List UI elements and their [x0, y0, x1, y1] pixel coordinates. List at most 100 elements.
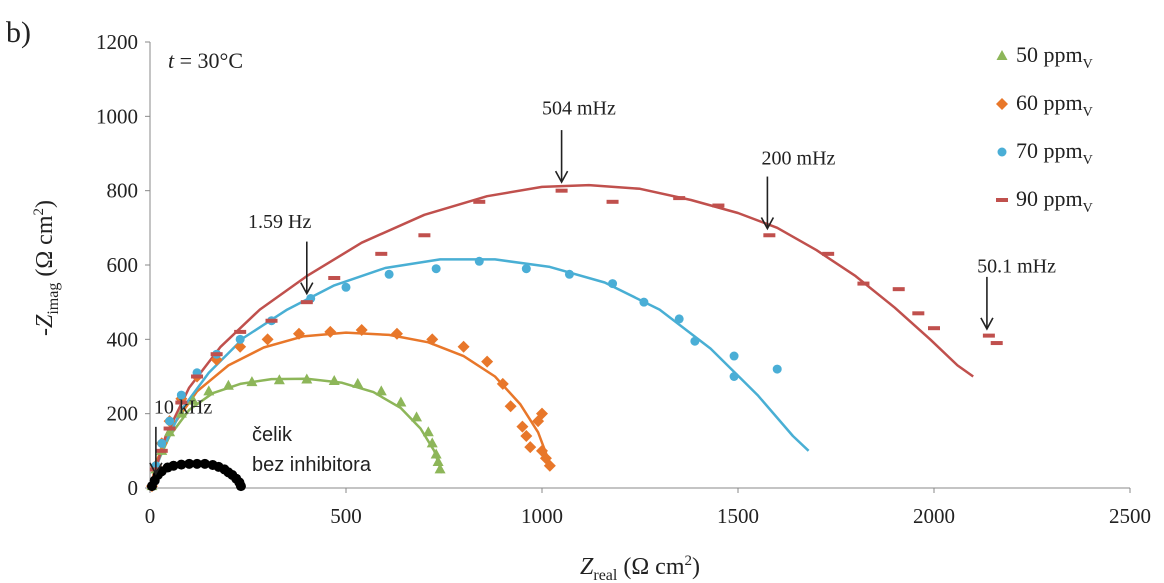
y-tick-label: 1000 [96, 104, 138, 128]
y-tick-label: 400 [107, 327, 139, 351]
x-axis-label: Zreal (Ω cm2) [580, 553, 700, 583]
y-tick-label: 600 [107, 253, 139, 277]
data-point [912, 311, 925, 316]
data-point [246, 376, 258, 387]
data-point [261, 333, 274, 346]
condition-label: t = 30°C [168, 48, 243, 73]
x-tick-label: 2000 [913, 504, 955, 528]
y-axis-label: -Zimag (Ω cm2) [31, 200, 62, 336]
data-point [504, 400, 517, 413]
data-point [674, 314, 684, 324]
data-point [524, 441, 537, 454]
x-axis: 0 500 1000 1500 2000 2500 [145, 487, 1151, 528]
data-point [164, 426, 176, 437]
data-point [191, 374, 204, 379]
data-point [473, 199, 486, 204]
data-point [982, 333, 995, 338]
data-point [521, 264, 531, 274]
data-point [434, 463, 446, 474]
data-point [235, 334, 245, 344]
x-tick-label: 1000 [521, 504, 563, 528]
data-point [763, 233, 776, 238]
annotation-label: 1.59 Hz [248, 211, 311, 233]
data-point [432, 455, 444, 466]
annotation-label: 200 mHz [762, 148, 836, 170]
data-markers [145, 188, 1003, 493]
data-point [474, 256, 484, 266]
x-tick-label: 0 [145, 504, 156, 528]
data-point [292, 327, 305, 340]
data-point [418, 233, 431, 238]
data-point [536, 407, 548, 420]
data-point [822, 251, 835, 256]
legend-marker [997, 147, 1007, 157]
data-point [273, 374, 285, 385]
x-tick-label: 500 [330, 504, 362, 528]
legend-label: 50 ppmV [1016, 42, 1093, 72]
data-point [234, 329, 247, 334]
data-point [857, 281, 870, 286]
fit-curves [148, 183, 974, 489]
annotation-arrow-head [300, 282, 314, 296]
steel-label-line2: bez inhibitora [252, 454, 372, 476]
data-point [426, 333, 439, 346]
data-point [199, 458, 210, 469]
legend-marker [996, 98, 1008, 110]
annotation-arrow-head [980, 317, 994, 331]
data-point [390, 327, 403, 340]
data-point [606, 199, 619, 204]
data-point [175, 407, 187, 418]
data-point [712, 203, 725, 208]
data-point [355, 324, 368, 337]
data-point [411, 411, 423, 422]
annotation-arrow-head [554, 170, 569, 184]
y-tick-label: 800 [107, 179, 139, 203]
data-point [608, 279, 618, 289]
data-point [431, 264, 441, 274]
data-point [176, 390, 186, 400]
data-point [481, 355, 494, 368]
data-point [375, 385, 387, 396]
data-point [352, 377, 364, 388]
data-point [496, 377, 509, 390]
legend: 50 ppmV 60 ppmV 70 ppmV 90 ppmV [996, 42, 1093, 216]
data-point [222, 379, 234, 390]
frequency-annotations: 10 kHz 1.59 Hz 504 mHz 200 mHz 50.1 mHz [149, 97, 1056, 476]
data-point [341, 282, 351, 292]
data-point [430, 448, 442, 459]
annotation-label: 50.1 mHz [977, 255, 1056, 277]
data-point [395, 396, 407, 407]
data-point [187, 394, 199, 405]
fit-curve [148, 258, 810, 489]
fit-curve [148, 377, 444, 489]
data-point [328, 374, 340, 385]
panel-label: b) [6, 16, 31, 49]
data-point [301, 373, 313, 384]
data-point [892, 287, 905, 292]
y-axis: 0 200 400 600 800 1000 1200 [96, 30, 151, 500]
y-tick-label: 0 [128, 476, 139, 500]
data-point [203, 385, 215, 396]
data-point [564, 269, 574, 279]
y-tick-label: 200 [107, 402, 139, 426]
data-point [265, 318, 278, 323]
data-point [426, 437, 438, 448]
data-point [328, 276, 341, 281]
data-point [324, 325, 337, 338]
annotation-label: 504 mHz [542, 97, 616, 119]
annotation-label: 10 kHz [154, 397, 212, 419]
fit-curve [148, 183, 974, 489]
data-point [234, 340, 247, 353]
steel-label-line1: čelik [252, 424, 293, 446]
data-point [184, 458, 195, 469]
data-point [729, 351, 739, 361]
data-point [729, 372, 739, 381]
data-point [192, 458, 203, 469]
data-point [176, 459, 187, 470]
data-point [928, 326, 940, 331]
data-point [300, 300, 313, 305]
legend-marker [996, 198, 1008, 202]
legend-label: 70 ppmV [1016, 138, 1093, 168]
data-point [516, 420, 529, 433]
